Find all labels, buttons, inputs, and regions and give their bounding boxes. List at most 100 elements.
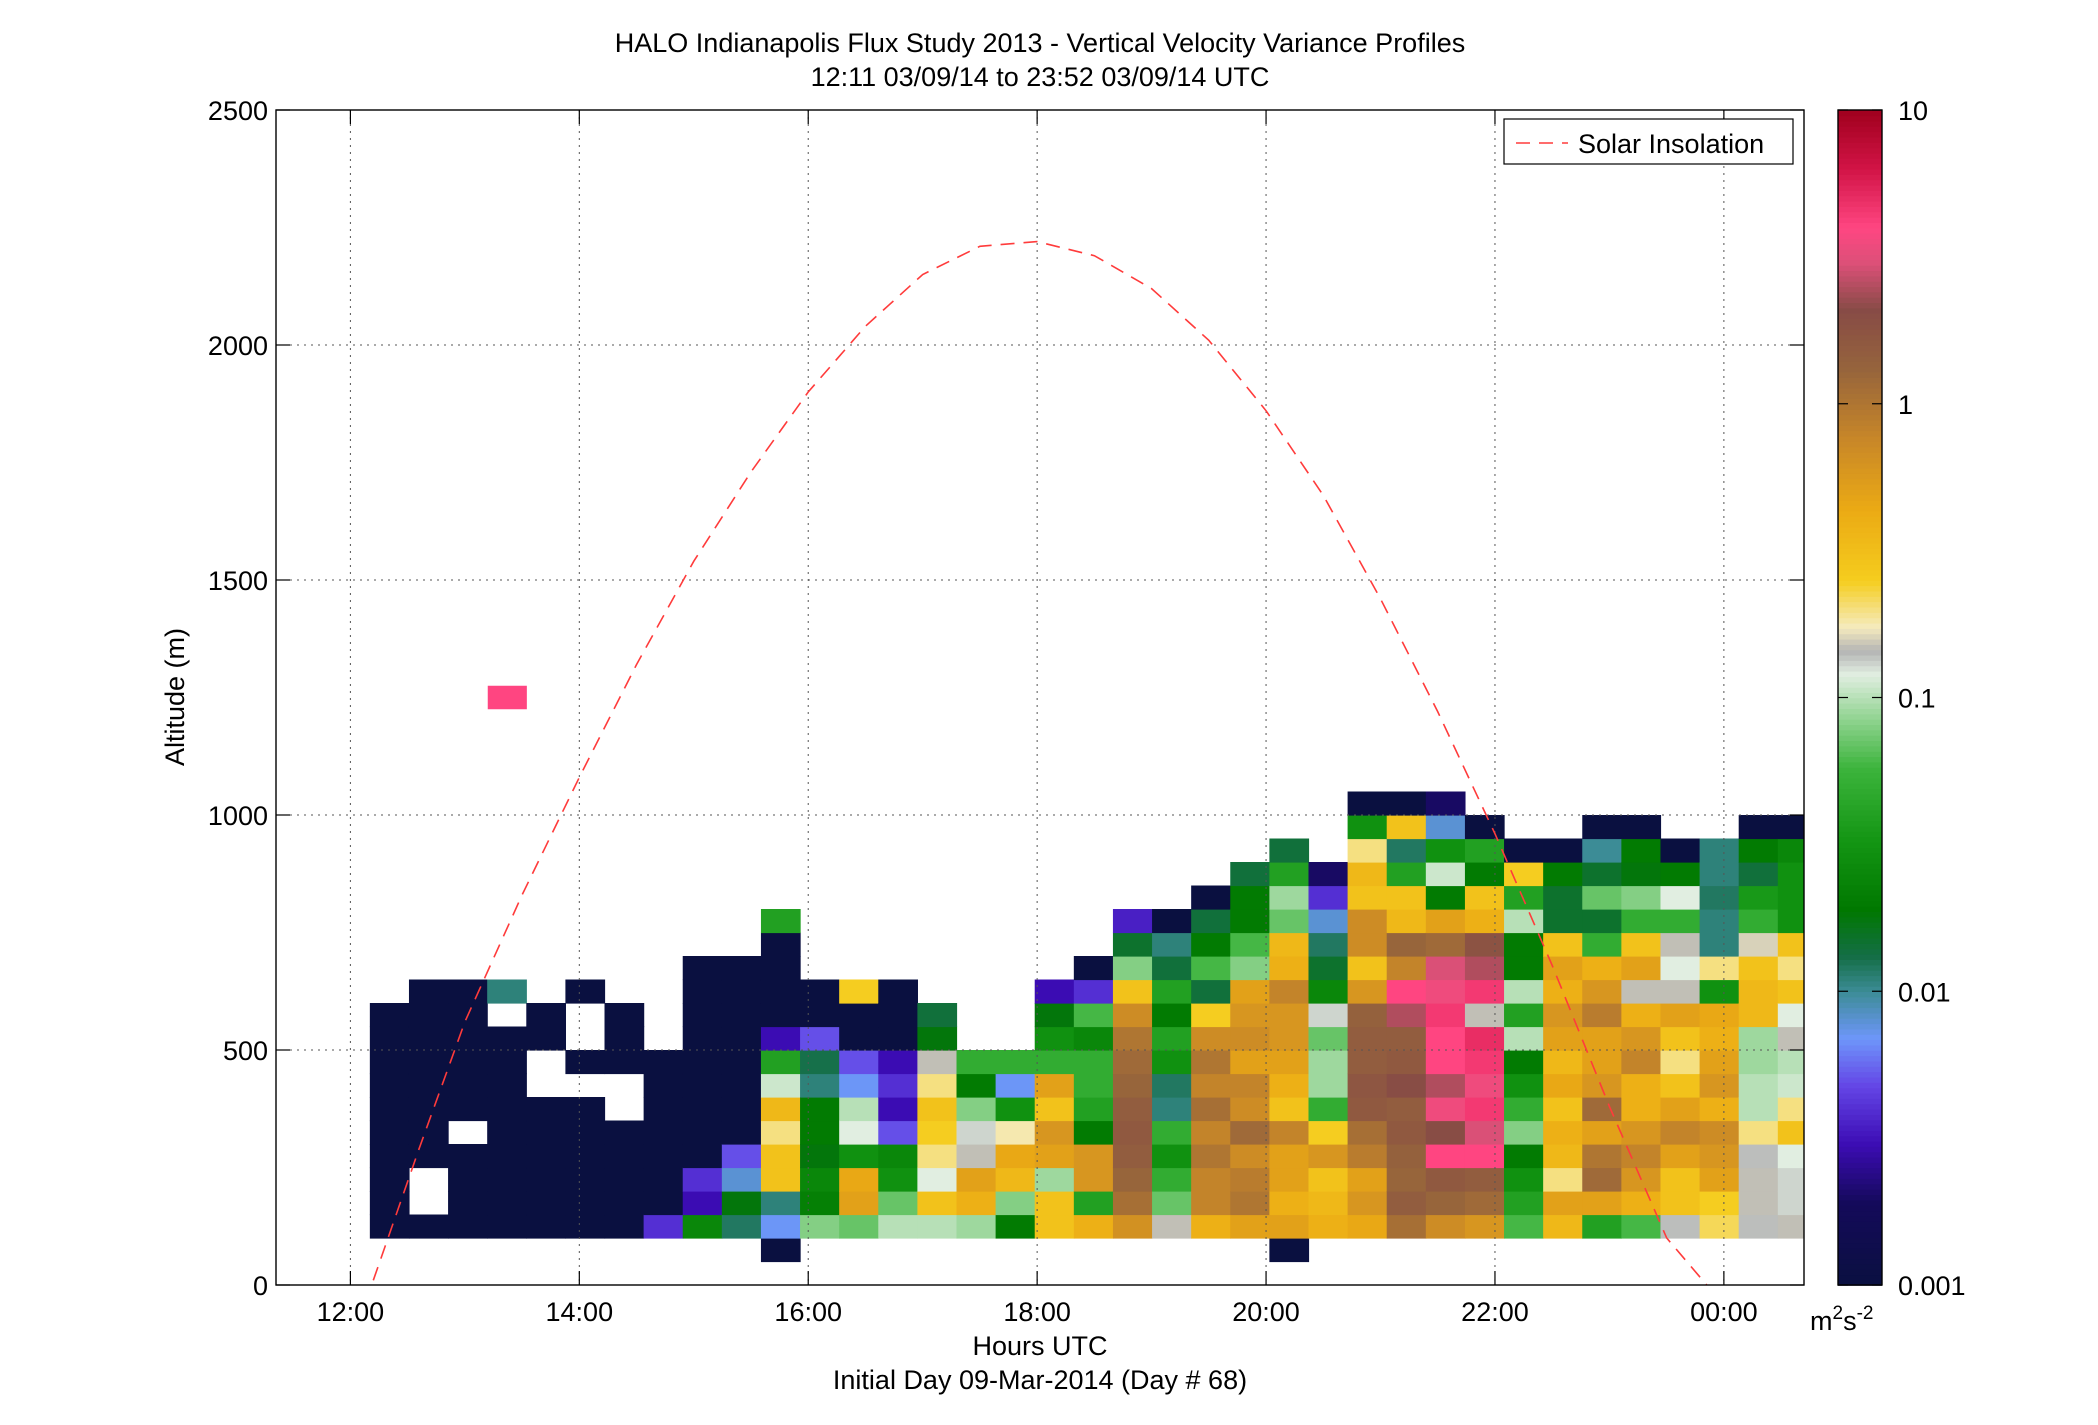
heatmap-cell xyxy=(1934,886,1974,910)
heatmap-cell xyxy=(1191,1144,1231,1169)
heatmap-cell xyxy=(1504,1003,1544,1028)
heatmap-cell xyxy=(1386,1050,1427,1075)
heatmap-cell xyxy=(1582,979,1622,1004)
colorbar-segment xyxy=(1838,927,1882,934)
heatmap-cell xyxy=(995,1097,1036,1122)
heatmap-cell xyxy=(526,1026,566,1051)
heatmap-cell xyxy=(526,1097,566,1122)
colorbar-segment xyxy=(1838,1231,1882,1238)
heatmap-cell xyxy=(487,979,527,1004)
colorbar-segment xyxy=(1838,110,1882,117)
heatmap-cell xyxy=(369,1073,410,1098)
colorbar-segment xyxy=(1838,521,1882,528)
colorbar-segment xyxy=(1838,1162,1882,1169)
heatmap-cell xyxy=(1777,862,1804,887)
heatmap-cell xyxy=(1621,838,1662,863)
heatmap-cell xyxy=(917,1144,958,1169)
heatmap-cell xyxy=(1112,1073,1153,1098)
heatmap-cell xyxy=(1386,1144,1427,1169)
heatmap-cell xyxy=(1386,1073,1427,1098)
colorbar-segment xyxy=(1838,1023,1882,1030)
colorbar-segment xyxy=(1838,601,1882,608)
colorbar-segment xyxy=(1838,1044,1882,1051)
heatmap-cell xyxy=(1112,1097,1153,1122)
colorbar-segment xyxy=(1838,766,1882,774)
heatmap-cell xyxy=(448,1167,488,1192)
heatmap-cell xyxy=(1425,1026,1466,1051)
heatmap-cell xyxy=(1347,1191,1388,1216)
heatmap-cell xyxy=(604,1120,645,1145)
heatmap-cell xyxy=(1660,1167,1701,1192)
colorbar-segment xyxy=(1838,1210,1882,1217)
heatmap-cell xyxy=(1386,815,1427,840)
heatmap-cell xyxy=(800,1144,840,1169)
heatmap-cell xyxy=(643,1050,684,1075)
heatmap-cell xyxy=(1230,1097,1270,1122)
heatmap-cell xyxy=(760,1097,801,1122)
heatmap-cell xyxy=(878,1144,918,1169)
heatmap-cell xyxy=(643,1214,684,1239)
colorbar-segment xyxy=(1838,596,1882,603)
heatmap-cell xyxy=(995,1050,1036,1075)
heatmap-cell xyxy=(1386,932,1427,957)
heatmap-cell xyxy=(1699,1144,1740,1169)
colorbar-segment xyxy=(1838,280,1882,288)
heatmap-cell xyxy=(1934,1168,1974,1192)
x-axis-label: Hours UTC xyxy=(972,1331,1107,1361)
heatmap-cell xyxy=(1073,1003,1114,1028)
heatmap-cell xyxy=(1504,862,1544,887)
heatmap-cell xyxy=(1621,885,1662,910)
heatmap-cell xyxy=(1934,1074,1974,1098)
heatmap-cell xyxy=(1660,1073,1701,1098)
heatmap-cell xyxy=(1699,1026,1740,1051)
heatmap-cell xyxy=(604,1026,645,1051)
heatmap-cell xyxy=(1582,956,1622,981)
heatmap-cell xyxy=(917,1026,958,1051)
heatmap-cell xyxy=(1230,932,1270,957)
heatmap-cell xyxy=(1269,885,1310,910)
heatmap-cell xyxy=(1738,838,1779,863)
heatmap-cell xyxy=(1034,1050,1075,1075)
heatmap-cells xyxy=(369,685,1974,1263)
heatmap-cell xyxy=(565,1050,606,1075)
heatmap-cell xyxy=(1386,1026,1427,1051)
colorbar-segment xyxy=(1838,612,1882,619)
heatmap-cell xyxy=(839,1026,879,1051)
colorbar-segment xyxy=(1838,1092,1882,1099)
heatmap-cell xyxy=(487,1167,527,1192)
heatmap-cell xyxy=(1386,885,1427,910)
colorbar-segment xyxy=(1838,916,1882,923)
colorbar-segment xyxy=(1838,1017,1882,1025)
legend-box xyxy=(1503,118,1794,165)
heatmap-cell xyxy=(917,1097,958,1122)
heatmap-cell xyxy=(1464,862,1505,887)
heatmap-cell xyxy=(1425,791,1466,816)
heatmap-cell xyxy=(682,956,723,981)
heatmap-cell xyxy=(1504,1073,1544,1098)
heatmap-cell xyxy=(1191,979,1231,1004)
heatmap-cell xyxy=(1230,1073,1270,1098)
heatmap-cell xyxy=(760,1167,801,1192)
heatmap-cell xyxy=(1504,932,1544,957)
colorbar-segment xyxy=(1838,841,1882,848)
heatmap-cell xyxy=(1934,1215,1974,1239)
heatmap-cell xyxy=(1152,956,1192,981)
heatmap-cell xyxy=(1934,1121,1974,1145)
colorbar-segment xyxy=(1838,831,1882,838)
heatmap-cell xyxy=(1073,1073,1114,1098)
heatmap-cell xyxy=(1543,1073,1583,1098)
heatmap-cell xyxy=(1699,909,1740,934)
heatmap-cell xyxy=(643,1167,684,1192)
heatmap-cell xyxy=(800,979,840,1004)
heatmap-cell xyxy=(1699,1167,1740,1192)
heatmap-cell xyxy=(408,1144,449,1169)
heatmap-cell xyxy=(1425,1050,1466,1075)
heatmap-cell xyxy=(760,1003,801,1028)
heatmap-cell xyxy=(1582,909,1622,934)
heatmap-cell xyxy=(1660,956,1701,981)
colorbar-tick-label: 0.1 xyxy=(1898,684,1936,714)
heatmap-cell xyxy=(1582,885,1622,910)
heatmap-cell xyxy=(565,1214,606,1239)
heatmap-cell xyxy=(1464,1050,1505,1075)
colorbar-segment xyxy=(1838,617,1882,624)
